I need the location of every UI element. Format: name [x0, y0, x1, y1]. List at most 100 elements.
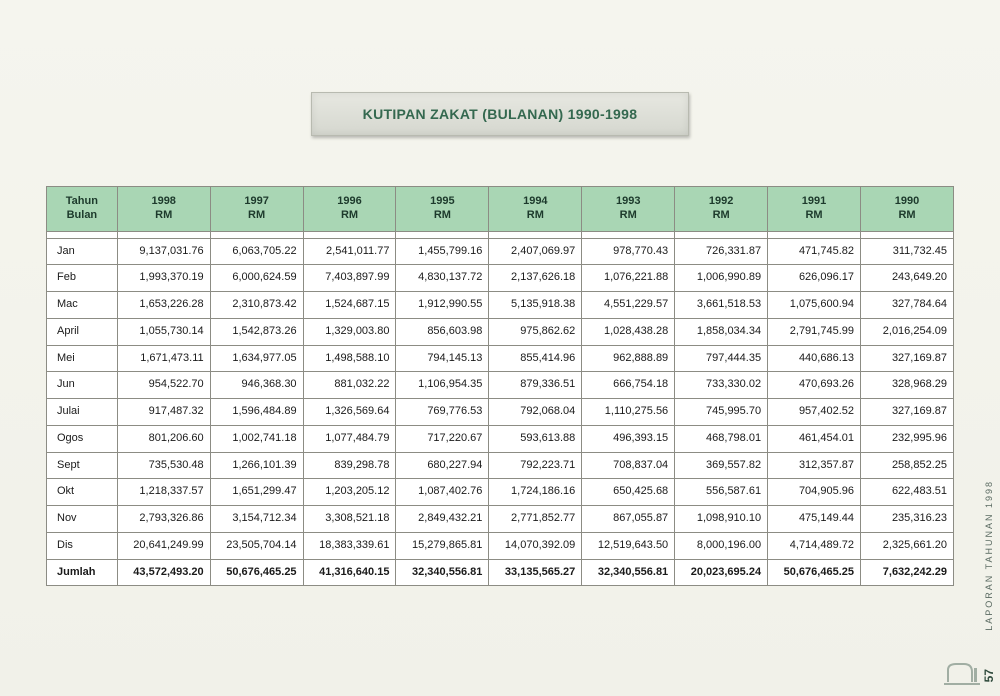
cell-value: 867,055.87 [582, 506, 675, 533]
total-value: 41,316,640.15 [303, 559, 396, 586]
cell-value: 232,995.96 [861, 425, 954, 452]
cell-value: 1,542,873.26 [210, 318, 303, 345]
cell-value: 461,454.01 [768, 425, 861, 452]
cell-value: 917,487.32 [117, 399, 210, 426]
cell-value: 8,000,196.00 [675, 532, 768, 559]
cell-value: 1,075,600.94 [768, 292, 861, 319]
cell-value: 626,096.17 [768, 265, 861, 292]
cell-value: 258,852.25 [861, 452, 954, 479]
cell-value: 593,613.88 [489, 425, 582, 452]
cell-value: 1,671,473.11 [117, 345, 210, 372]
cell-value: 20,641,249.99 [117, 532, 210, 559]
page-root: KUTIPAN ZAKAT (BULANAN) 1990-1998 Tahun … [0, 0, 1000, 696]
cell-value: 726,331.87 [675, 238, 768, 265]
cell-value: 15,279,865.81 [396, 532, 489, 559]
cell-value: 471,745.82 [768, 238, 861, 265]
cell-value: 18,383,339.61 [303, 532, 396, 559]
col-1994: 1994RM [489, 187, 582, 232]
cell-value: 9,137,031.76 [117, 238, 210, 265]
cell-value: 1,087,402.76 [396, 479, 489, 506]
row-label: Nov [47, 506, 118, 533]
cell-value: 1,077,484.79 [303, 425, 396, 452]
cell-value: 4,551,229.57 [582, 292, 675, 319]
total-value: 7,632,242.29 [861, 559, 954, 586]
row-header-label: Tahun Bulan [47, 187, 118, 232]
table-body: Jan9,137,031.766,063,705.222,541,011.771… [47, 231, 954, 586]
total-value: 32,340,556.81 [582, 559, 675, 586]
cell-value: 3,661,518.53 [675, 292, 768, 319]
table-row: Nov2,793,326.863,154,712.343,308,521.182… [47, 506, 954, 533]
cell-value: 650,425.68 [582, 479, 675, 506]
cell-value: 769,776.53 [396, 399, 489, 426]
cell-value: 1,524,687.15 [303, 292, 396, 319]
row-header-line1: Tahun Bulan [66, 195, 98, 221]
cell-value: 733,330.02 [675, 372, 768, 399]
cell-value: 7,403,897.99 [303, 265, 396, 292]
cell-value: 1,203,205.12 [303, 479, 396, 506]
row-label: Sept [47, 452, 118, 479]
cell-value: 717,220.67 [396, 425, 489, 452]
cell-value: 856,603.98 [396, 318, 489, 345]
col-1991: 1991RM [768, 187, 861, 232]
table-row: Jun954,522.70946,368.30881,032.221,106,9… [47, 372, 954, 399]
cell-value: 468,798.01 [675, 425, 768, 452]
cell-value: 2,407,069.97 [489, 238, 582, 265]
cell-value: 1,329,003.80 [303, 318, 396, 345]
total-value: 50,676,465.25 [210, 559, 303, 586]
cell-value: 797,444.35 [675, 345, 768, 372]
total-label: Jumlah [47, 559, 118, 586]
cell-value: 2,793,326.86 [117, 506, 210, 533]
col-1992: 1992RM [675, 187, 768, 232]
table-row: Okt1,218,337.571,651,299.471,203,205.121… [47, 479, 954, 506]
cell-value: 243,649.20 [861, 265, 954, 292]
page-title-text: KUTIPAN ZAKAT (BULANAN) 1990-1998 [363, 106, 638, 122]
cell-value: 1,098,910.10 [675, 506, 768, 533]
row-label: Jan [47, 238, 118, 265]
cell-value: 1,266,101.39 [210, 452, 303, 479]
cell-value: 1,498,588.10 [303, 345, 396, 372]
cell-value: 1,858,034.34 [675, 318, 768, 345]
cell-value: 14,070,392.09 [489, 532, 582, 559]
cell-value: 957,402.52 [768, 399, 861, 426]
table-row: Julai917,487.321,596,484.891,326,569.647… [47, 399, 954, 426]
table-row: Mac1,653,226.282,310,873.421,524,687.151… [47, 292, 954, 319]
total-value: 50,676,465.25 [768, 559, 861, 586]
cell-value: 680,227.94 [396, 452, 489, 479]
row-label: Mac [47, 292, 118, 319]
row-label: Okt [47, 479, 118, 506]
table-row: Mei1,671,473.111,634,977.051,498,588.107… [47, 345, 954, 372]
row-label: Mei [47, 345, 118, 372]
cell-value: 1,634,977.05 [210, 345, 303, 372]
cell-value: 327,784.64 [861, 292, 954, 319]
cell-value: 978,770.43 [582, 238, 675, 265]
cell-value: 12,519,643.50 [582, 532, 675, 559]
corner-logo-icon [942, 656, 982, 686]
table-total-row: Jumlah43,572,493.2050,676,465.2541,316,6… [47, 559, 954, 586]
table-container: Tahun Bulan 1998RM 1997RM 1996RM 1995RM … [46, 186, 954, 586]
row-label: April [47, 318, 118, 345]
cell-value: 1,326,569.64 [303, 399, 396, 426]
cell-value: 745,995.70 [675, 399, 768, 426]
cell-value: 1,912,990.55 [396, 292, 489, 319]
cell-value: 1,651,299.47 [210, 479, 303, 506]
row-label: Jun [47, 372, 118, 399]
cell-value: 369,557.82 [675, 452, 768, 479]
cell-value: 879,336.51 [489, 372, 582, 399]
table-row: Dis20,641,249.9923,505,704.1418,383,339.… [47, 532, 954, 559]
cell-value: 440,686.13 [768, 345, 861, 372]
cell-value: 496,393.15 [582, 425, 675, 452]
cell-value: 2,791,745.99 [768, 318, 861, 345]
cell-value: 2,849,432.21 [396, 506, 489, 533]
cell-value: 1,028,438.28 [582, 318, 675, 345]
col-1996: 1996RM [303, 187, 396, 232]
cell-value: 1,993,370.19 [117, 265, 210, 292]
cell-value: 708,837.04 [582, 452, 675, 479]
table-row: April1,055,730.141,542,873.261,329,003.8… [47, 318, 954, 345]
cell-value: 327,169.87 [861, 399, 954, 426]
cell-value: 794,145.13 [396, 345, 489, 372]
cell-value: 1,002,741.18 [210, 425, 303, 452]
cell-value: 470,693.26 [768, 372, 861, 399]
cell-value: 954,522.70 [117, 372, 210, 399]
cell-value: 801,206.60 [117, 425, 210, 452]
cell-value: 946,368.30 [210, 372, 303, 399]
